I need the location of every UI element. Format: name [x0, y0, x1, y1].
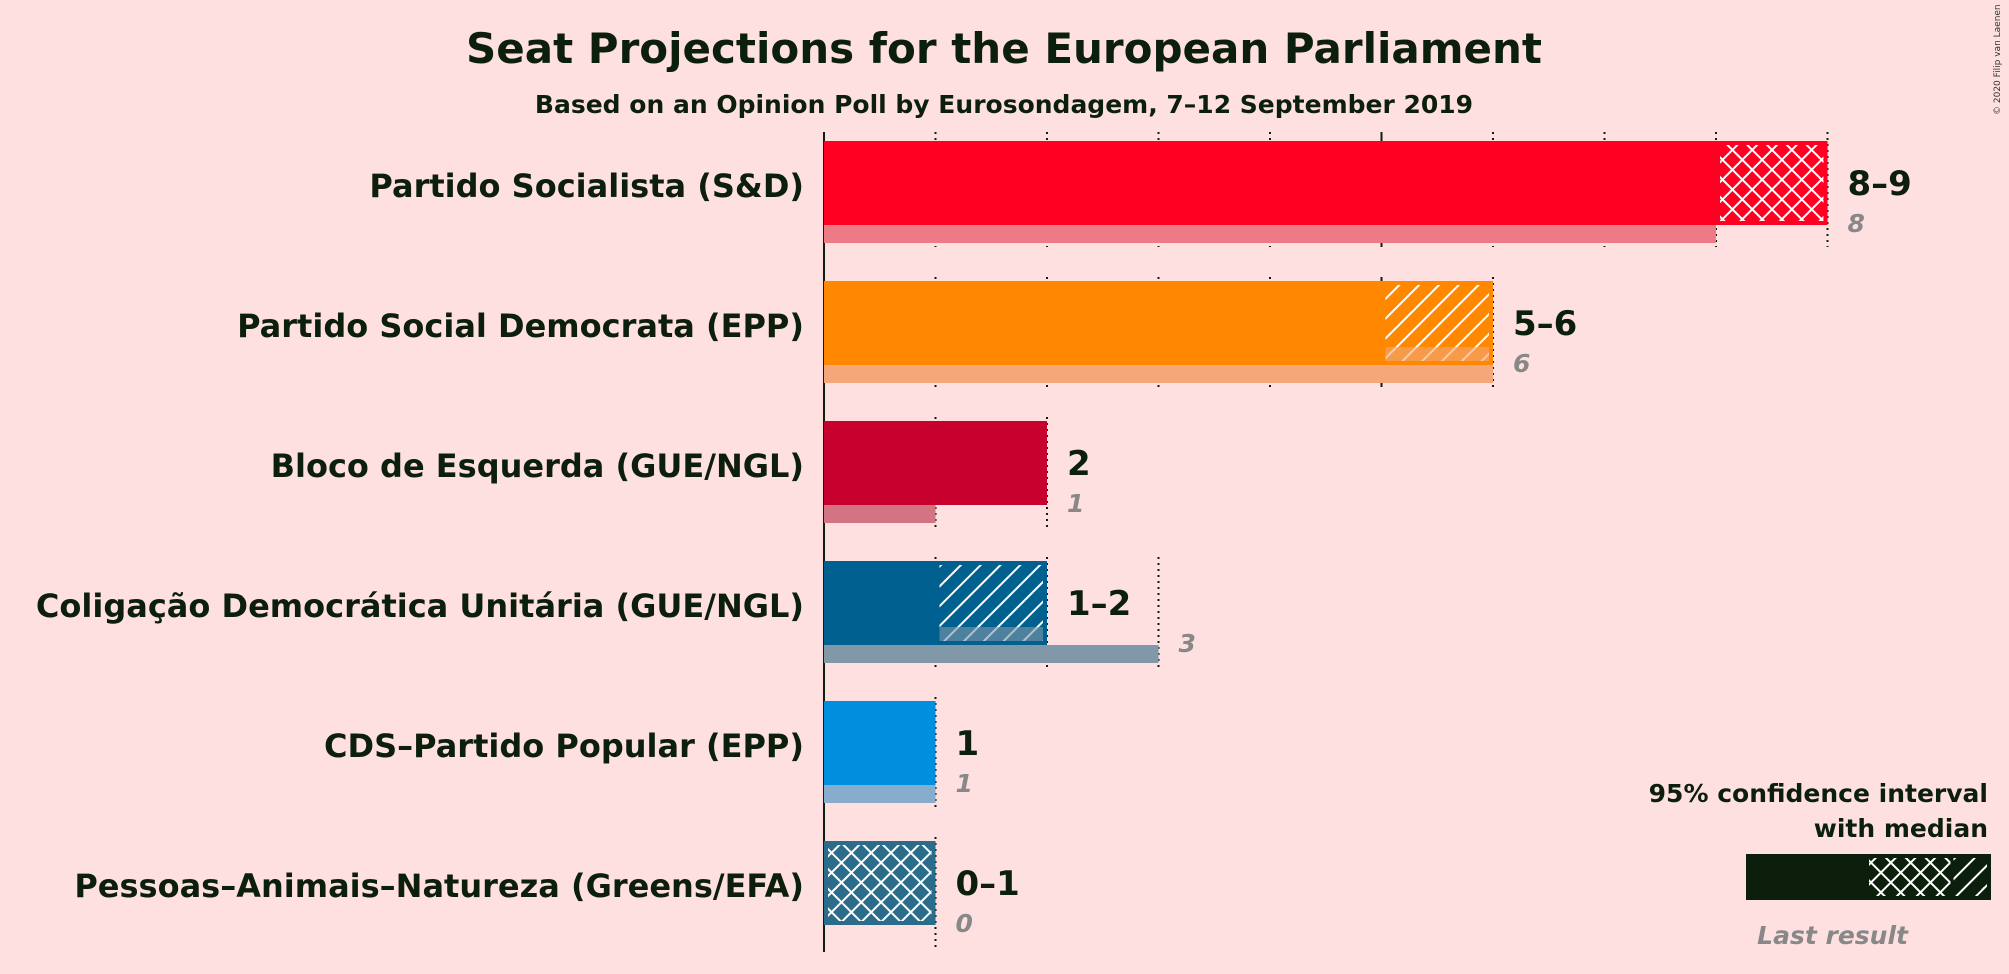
party-label: Bloco de Esquerda (GUE/NGL): [271, 447, 804, 485]
last-result-bar: [824, 365, 1493, 383]
last-result-label: 1: [956, 769, 973, 798]
legend-ci-cross-pattern: [1869, 856, 1952, 898]
party-label: Partido Socialista (S&D): [369, 167, 804, 205]
last-result-overlay: [939, 627, 1043, 641]
legend-ci-line2: with median: [1814, 814, 1988, 843]
party-label: CDS–Partido Popular (EPP): [324, 727, 804, 765]
seat-bar-ci-cross-pattern: [824, 841, 936, 925]
last-result-overlay: [1385, 347, 1489, 361]
party-row: Bloco de Esquerda (GUE/NGL) 2 1: [271, 421, 1091, 523]
seat-bar-ci-outline: [935, 561, 1047, 645]
last-result-bar: [824, 505, 936, 523]
party-row: Partido Socialista (S&D) 8–9 8: [369, 141, 1912, 243]
chart-subtitle: Based on an Opinion Poll by Eurosondagem…: [535, 90, 1473, 119]
last-result-bar: [824, 785, 936, 803]
seat-bar-ci-outline: [1381, 281, 1493, 365]
gridlines: [823, 132, 1829, 952]
seat-bar-ci-outline: [1716, 141, 1828, 225]
legend-ci-solid: [1748, 856, 1869, 898]
seat-bar-ci-cross-pattern: [1716, 141, 1828, 225]
last-result-label: 3: [1179, 629, 1196, 658]
seat-range-label: 1–2: [1067, 584, 1131, 624]
seat-bar-solid: [824, 141, 1716, 225]
legend: 95% confidence interval with median Last…: [1649, 779, 1991, 950]
last-result-bar: [824, 225, 1716, 243]
seat-range-label: 2: [1067, 444, 1091, 484]
seat-range-label: 8–9: [1848, 164, 1912, 204]
last-result-label: 6: [1513, 349, 1530, 378]
chart-title: Seat Projections for the European Parlia…: [466, 24, 1542, 73]
party-label: Pessoas–Animais–Natureza (Greens/EFA): [74, 867, 804, 905]
legend-ci-hatch-pattern: [1952, 856, 1989, 898]
seat-bar-solid: [824, 561, 936, 645]
party-row: Pessoas–Animais–Natureza (Greens/EFA) 0–1…: [74, 841, 1020, 938]
seat-range-label: 5–6: [1513, 304, 1577, 344]
copyright-notice: © 2020 Filip van Laenen: [1993, 4, 2003, 115]
party-label: Partido Social Democrata (EPP): [237, 307, 804, 345]
legend-ci-line1: 95% confidence interval: [1649, 779, 1988, 808]
seat-bar-solid: [824, 281, 1382, 365]
seat-range-label: 0–1: [956, 864, 1020, 904]
seat-range-label: 1: [956, 724, 980, 764]
party-row: Coligação Democrática Unitária (GUE/NGL)…: [36, 561, 1196, 663]
party-row: CDS–Partido Popular (EPP) 1 1: [324, 701, 979, 803]
legend-ci-outline: [1746, 854, 1991, 900]
party-row: Partido Social Democrata (EPP) 5–6 6: [237, 281, 1577, 383]
seat-bar-solid: [824, 701, 936, 785]
last-result-label: 0: [956, 909, 973, 938]
seat-bar-solid: [824, 421, 1047, 505]
party-label: Coligação Democrática Unitária (GUE/NGL): [36, 587, 804, 625]
last-result-label: 8: [1848, 209, 1865, 238]
seat-bar-ci-outline: [824, 841, 936, 925]
last-result-bar: [824, 645, 1159, 663]
last-result-label: 1: [1067, 489, 1084, 518]
legend-last-result-label: Last result: [1757, 921, 1909, 950]
